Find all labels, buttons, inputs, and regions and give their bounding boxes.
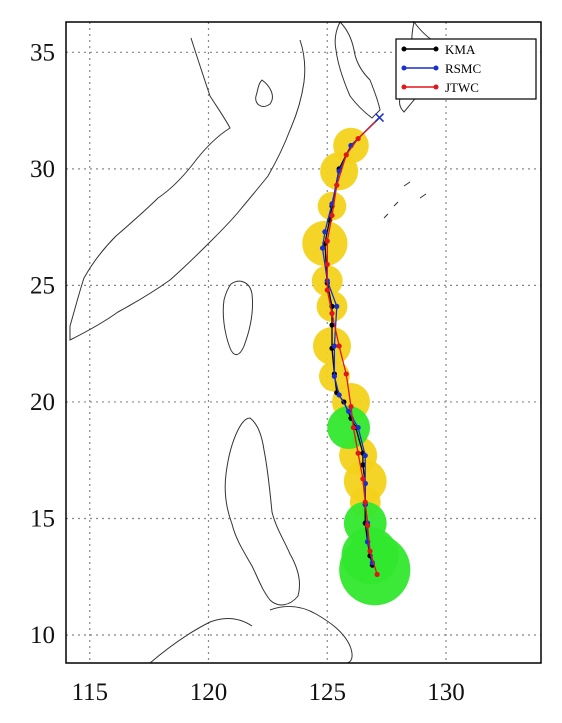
x-axis-ticks: 115 120 125 130	[71, 679, 464, 706]
track-point-kma	[329, 322, 335, 328]
track-point-jtwc	[355, 450, 361, 456]
track-point-jtwc	[355, 135, 361, 142]
taiwan-coastline	[222, 280, 253, 355]
legend-label: JTWC	[445, 80, 479, 95]
legend-entry-rsmc: RSMC	[401, 61, 481, 76]
track-point-jtwc	[365, 522, 371, 529]
track-point-rsmc	[336, 392, 342, 398]
plot-frame	[65, 21, 542, 664]
track-point-jtwc	[324, 287, 330, 293]
track-point-jtwc	[324, 238, 330, 244]
track-point-jtwc	[350, 424, 356, 431]
legend-dot	[433, 46, 439, 52]
legend-dot	[433, 84, 439, 90]
legend-dot	[433, 65, 439, 71]
legend-label: RSMC	[445, 61, 481, 76]
y-tick-label: 25	[30, 272, 55, 299]
track-point-rsmc	[346, 408, 352, 414]
track-point-jtwc	[360, 476, 366, 482]
track-point-rsmc	[355, 424, 361, 431]
x-tick-label: 115	[71, 679, 108, 706]
track-point-jtwc	[348, 404, 354, 410]
x-tick-label: 130	[427, 679, 465, 706]
ryukyu-islands	[383, 181, 427, 219]
legend: KMA RSMC JTWC	[395, 38, 537, 100]
legend-entry-jtwc: JTWC	[401, 80, 479, 95]
track-point-rsmc	[319, 245, 326, 251]
visayas-mindanao-coastline	[149, 606, 353, 664]
coastline-map	[69, 20, 438, 664]
x-tick-label: 125	[309, 679, 347, 706]
track-point-kma	[360, 462, 366, 468]
track-point-rsmc	[331, 343, 337, 349]
track-point-jtwc	[343, 371, 349, 377]
track-point-jtwc	[329, 212, 335, 219]
luzon-coastline	[224, 417, 301, 606]
china-coastline	[69, 37, 306, 341]
track-point-jtwc	[334, 182, 340, 188]
legend-dot	[401, 84, 407, 90]
track-point-rsmc	[322, 229, 328, 235]
legend-dot	[401, 65, 407, 71]
track-point-jtwc	[336, 343, 342, 349]
track-point-rsmc	[331, 373, 337, 379]
y-tick-label: 20	[30, 389, 55, 416]
y-tick-label: 15	[30, 505, 55, 532]
track-point-rsmc	[334, 303, 340, 309]
x-tick-label: 120	[190, 679, 228, 706]
y-tick-label: 10	[30, 622, 55, 649]
legend-dot	[401, 46, 407, 52]
y-tick-label: 30	[30, 156, 55, 183]
legend-entries: KMA RSMC JTWC	[401, 42, 481, 95]
track-point-jtwc	[367, 548, 373, 554]
track-point-jtwc	[362, 499, 368, 505]
series-jtwc	[324, 117, 380, 578]
track-point-rsmc	[362, 452, 368, 459]
track-point-jtwc	[329, 310, 335, 316]
track-point-jtwc	[343, 152, 349, 158]
track-point-jtwc	[324, 261, 330, 268]
track-series-layer	[319, 113, 385, 578]
track-point-jtwc	[374, 571, 380, 578]
track-end-marker	[374, 113, 385, 123]
y-tick-label: 35	[30, 39, 55, 66]
legend-entry-kma: KMA	[401, 42, 476, 57]
y-axis-ticks: 10 15 20 25 30 35	[30, 39, 55, 649]
legend-label: KMA	[445, 42, 476, 57]
grid-layer	[66, 22, 541, 663]
plot-background	[66, 22, 541, 663]
